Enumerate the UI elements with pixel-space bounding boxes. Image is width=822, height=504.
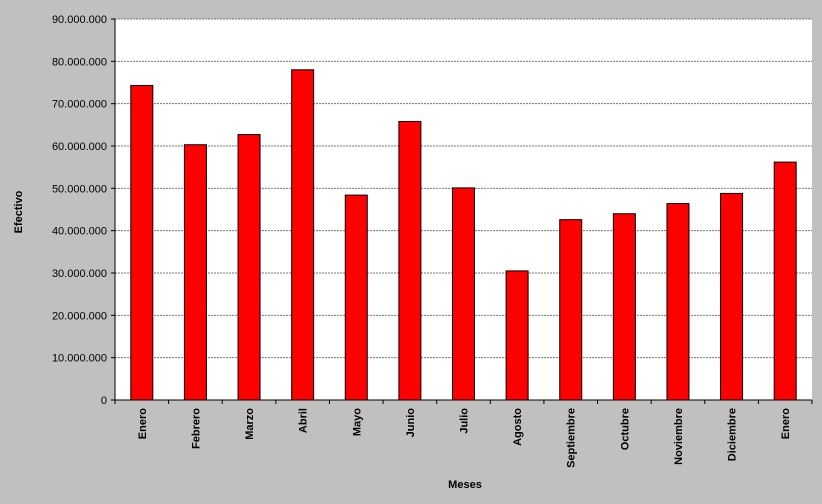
x-tick-label: Abril bbox=[298, 408, 310, 433]
y-tick-label: 50.000.000 bbox=[52, 183, 107, 195]
x-tick-label: Noviembre bbox=[673, 408, 685, 465]
bar-enero bbox=[130, 84, 154, 401]
bar-octubre bbox=[612, 213, 636, 401]
y-axis-label: Efectivo bbox=[13, 190, 25, 233]
y-tick-label: 60.000.000 bbox=[52, 141, 107, 153]
y-tick-label: 70.000.000 bbox=[52, 99, 107, 111]
y-tick-label: 40.000.000 bbox=[52, 226, 107, 238]
y-tick-label: 10.000.000 bbox=[52, 353, 107, 365]
bar-abril bbox=[291, 69, 315, 401]
y-tick-label: 80.000.000 bbox=[52, 56, 107, 68]
bar-enero bbox=[773, 161, 797, 401]
x-axis-label: Meses bbox=[448, 479, 482, 491]
x-tick-label: Enero bbox=[780, 408, 792, 439]
bar-septiembre bbox=[559, 219, 583, 401]
x-tick-label: Diciembre bbox=[727, 408, 739, 461]
x-tick-label: Febrero bbox=[190, 408, 202, 449]
bar-junio bbox=[398, 120, 422, 401]
y-tick-label: 20.000.000 bbox=[52, 310, 107, 322]
bar-julio bbox=[452, 187, 475, 401]
y-tick-label: 0 bbox=[101, 395, 107, 407]
x-tick-label: Julio bbox=[459, 408, 471, 434]
bar-mayo bbox=[344, 194, 368, 401]
bar-marzo bbox=[237, 134, 261, 401]
x-tick-label: Octubre bbox=[619, 408, 631, 450]
bar-noviembre bbox=[666, 203, 690, 401]
bar-diciembre bbox=[720, 192, 744, 401]
x-tick-label: Junio bbox=[405, 408, 417, 438]
y-tick-label: 30.000.000 bbox=[52, 268, 107, 280]
x-tick-label: Septiembre bbox=[566, 408, 578, 468]
x-tick-label: Mayo bbox=[351, 408, 363, 436]
x-tick-label: Agosto bbox=[512, 408, 524, 446]
x-tick-label: Marzo bbox=[244, 408, 256, 440]
x-tick-label: Enero bbox=[137, 408, 149, 439]
bar-febrero bbox=[183, 144, 207, 401]
bar-agosto bbox=[505, 270, 529, 401]
y-tick-label: 90.000.000 bbox=[52, 14, 107, 26]
